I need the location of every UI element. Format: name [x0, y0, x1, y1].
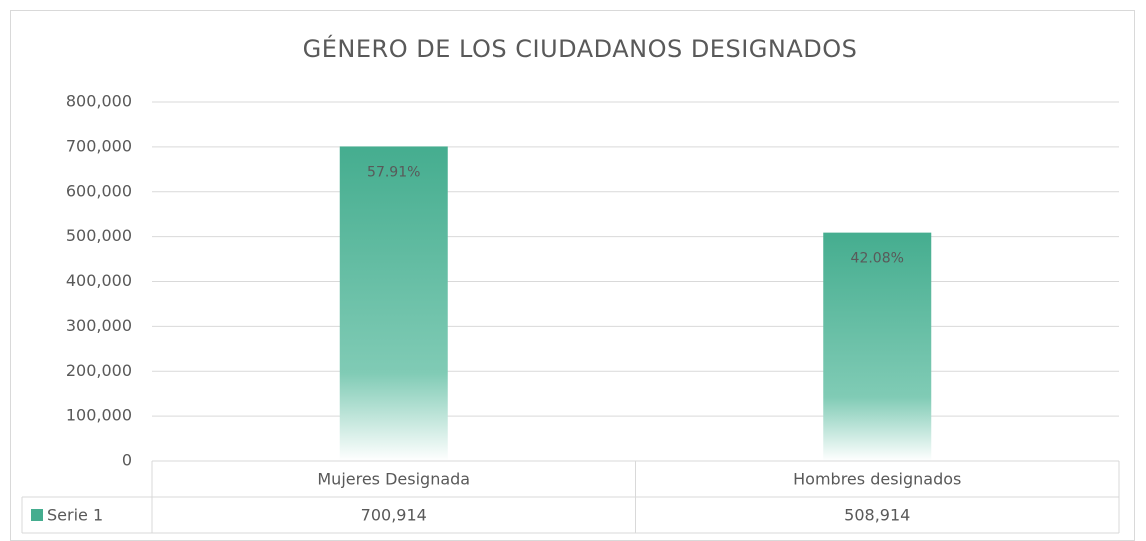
y-tick-label: 700,000: [66, 136, 132, 155]
y-tick-label: 0: [122, 451, 132, 470]
chart-title: GÉNERO DE LOS CIUDADANOS DESIGNADOS: [303, 34, 858, 63]
data-label: 42.08%: [851, 251, 904, 267]
y-tick-label: 200,000: [66, 361, 132, 380]
table-value: 508,914: [844, 506, 910, 525]
y-tick-label: 300,000: [66, 316, 132, 335]
y-tick-label: 800,000: [66, 92, 132, 111]
x-tick-label: Hombres designados: [793, 470, 961, 489]
legend-key: [31, 509, 43, 521]
chart-border: [10, 10, 1135, 541]
legend-label: Serie 1: [47, 506, 103, 525]
table-value: 700,914: [361, 506, 427, 525]
x-tick-label: Mujeres Designada: [317, 470, 470, 489]
y-tick-label: 600,000: [66, 181, 132, 200]
y-tick-label: 100,000: [66, 406, 132, 425]
y-tick-label: 500,000: [66, 226, 132, 245]
bar: [823, 232, 932, 461]
y-tick-label: 400,000: [66, 271, 132, 290]
bar: [339, 146, 448, 461]
data-label: 57.91%: [367, 164, 420, 180]
